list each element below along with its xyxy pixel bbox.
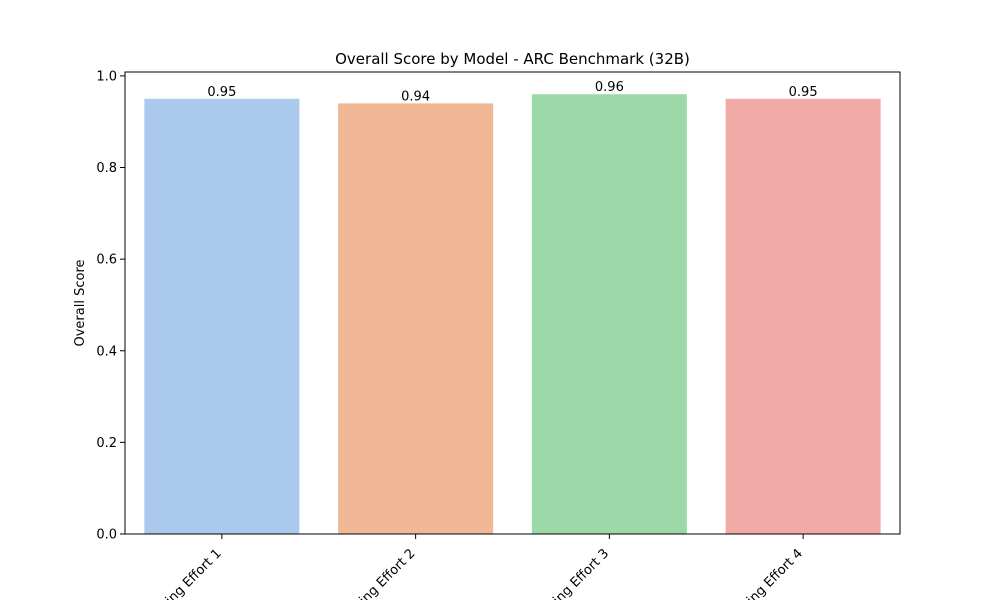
x-axis: ing Effort 1 ing Effort 2 ing Effort 3 ing … [163,534,806,600]
y-axis: 0.0 0.2 0.4 0.6 0.8 1.0 [96,69,125,543]
y-tick-label: 0.6 [96,253,117,268]
x-tick-label: ing Effort 3 [551,546,613,600]
bars [144,94,881,535]
y-tick-label: 1.0 [96,69,117,84]
bar [144,98,300,535]
bar [531,94,687,535]
value-labels: 0.95 0.94 0.96 0.95 [207,80,817,104]
y-tick-label: 0.2 [96,436,117,451]
bar-value-label: 0.95 [789,85,818,100]
y-tick-label: 0.4 [96,344,117,359]
plot-frame [124,71,901,535]
y-tick-label: 0.0 [96,528,117,543]
bar-value-label: 0.94 [401,89,430,104]
y-axis-label: Overall Score [73,259,88,346]
bar [338,103,494,535]
bar [725,98,881,535]
x-tick-label: ing Effort 4 [744,546,806,600]
x-tick-label: ing Effort 2 [357,546,419,600]
bar-value-label: 0.95 [207,85,236,100]
chart-title: Overall Score by Model - ARC Benchmark (… [335,50,690,68]
bar-value-label: 0.96 [595,80,624,95]
x-tick-label: ing Effort 1 [163,546,225,600]
y-tick-label: 0.8 [96,161,117,176]
